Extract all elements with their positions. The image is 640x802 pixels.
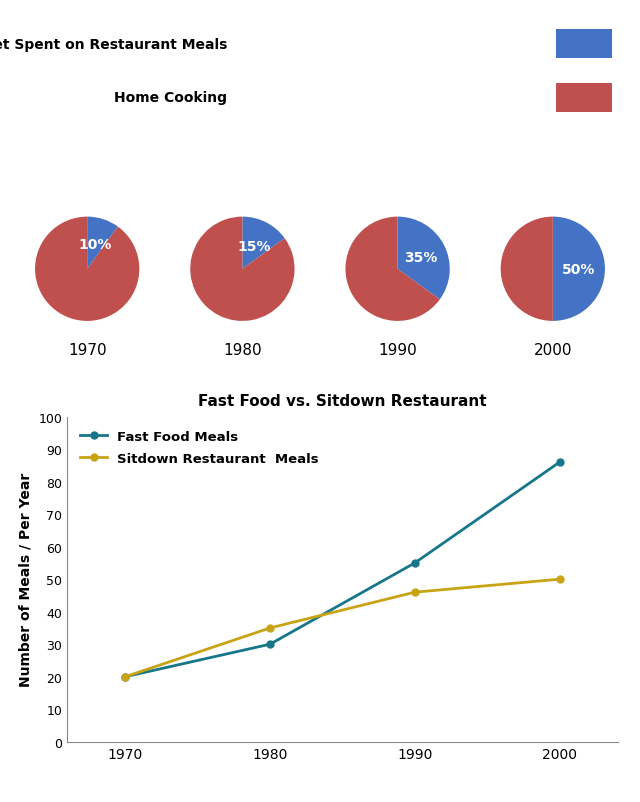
Sitdown Restaurant  Meals (411, 588, 419, 597)
FancyBboxPatch shape (556, 30, 612, 59)
FancyBboxPatch shape (556, 84, 612, 112)
Fast Food Meals (122, 672, 129, 682)
Y-axis label: Number of Meals / Per Year: Number of Meals / Per Year (19, 472, 33, 687)
Text: 15%: 15% (237, 239, 271, 253)
Fast Food Meals (266, 640, 274, 650)
Sitdown Restaurant  Meals (266, 623, 274, 633)
Text: 35%: 35% (404, 250, 438, 265)
Wedge shape (35, 217, 140, 322)
Wedge shape (243, 217, 285, 269)
Text: 2000: 2000 (534, 342, 572, 358)
Fast Food Meals (411, 558, 419, 568)
Sitdown Restaurant  Meals (122, 672, 129, 682)
Wedge shape (500, 217, 553, 322)
Legend: Fast Food Meals, Sitdown Restaurant  Meals: Fast Food Meals, Sitdown Restaurant Meal… (74, 423, 326, 472)
Sitdown Restaurant  Meals (556, 574, 563, 584)
Text: 10%: 10% (79, 237, 112, 252)
Wedge shape (397, 217, 450, 300)
Text: 1970: 1970 (68, 342, 106, 358)
Fast Food Meals (556, 458, 563, 468)
Wedge shape (87, 217, 118, 269)
Wedge shape (346, 217, 440, 322)
Wedge shape (553, 217, 605, 322)
Line: Sitdown Restaurant  Meals: Sitdown Restaurant Meals (122, 576, 563, 680)
Title: Fast Food vs. Sitdown Restaurant: Fast Food vs. Sitdown Restaurant (198, 394, 486, 409)
Wedge shape (190, 217, 294, 322)
Text: 1990: 1990 (378, 342, 417, 358)
Text: Home Cooking: Home Cooking (114, 91, 227, 105)
Text: Percentage of Food Budget Spent on Restaurant Meals: Percentage of Food Budget Spent on Resta… (0, 38, 227, 51)
Text: 50%: 50% (562, 262, 596, 277)
Text: 1980: 1980 (223, 342, 262, 358)
Line: Fast Food Meals: Fast Food Meals (122, 459, 563, 680)
